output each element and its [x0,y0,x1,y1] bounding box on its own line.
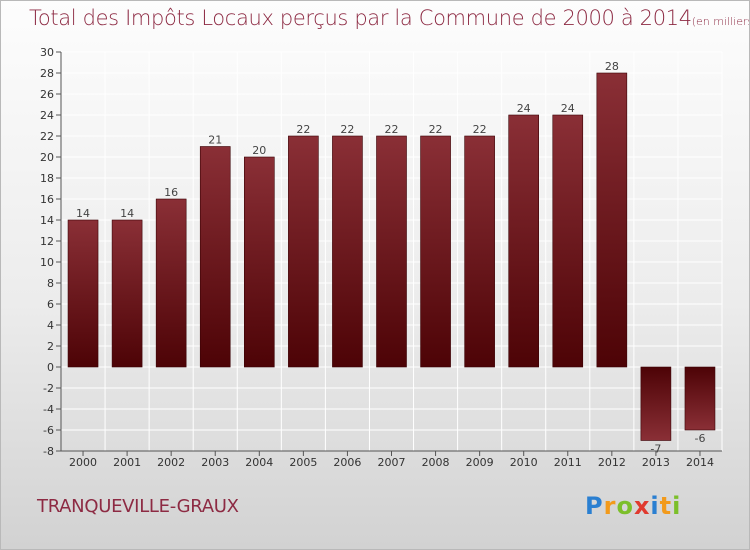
bars [67,72,716,441]
x-tick-label: 2012 [598,456,626,469]
logo-letter: t [659,492,673,520]
logo-letter: o [616,492,634,520]
y-tick-label: -6 [43,424,54,437]
bar [464,135,495,368]
bar-value-label: 22 [429,123,443,136]
bar-value-label: 22 [340,123,354,136]
bar-value-label: 22 [385,123,399,136]
bar-value-label: 20 [252,144,266,157]
x-tick-label: 2007 [378,456,406,469]
bar [420,135,451,368]
bar [552,114,584,368]
bar [199,146,231,368]
bar-value-label: 22 [473,123,487,136]
y-tick-label: -8 [43,445,54,458]
x-tick-label: 2004 [245,456,273,469]
y-tick-label: 8 [47,277,54,290]
bar [640,366,672,441]
x-tick-label: 2001 [113,456,141,469]
bar-labels: 14 14 16 21 20 22 22 22 22 22 24 24 28 -7 -6 [76,60,705,456]
bar-value-label: 21 [208,134,222,147]
chart-title: Total des Impôts Locaux perçus par la Co… [29,6,750,30]
x-tick-label: 2009 [466,456,494,469]
y-tick-label: -2 [43,382,54,395]
title-text: Total des Impôts Locaux perçus par la Co… [29,6,692,30]
x-tick-label: 2010 [510,456,538,469]
x-tick-label: 2006 [333,456,361,469]
logo-letter: x [633,492,651,520]
y-tick-label: 30 [40,46,54,59]
bar-value-label: 14 [120,207,134,220]
x-tick-label: 2002 [157,456,185,469]
x-tick-label: 2013 [642,456,670,469]
bar [596,72,628,368]
y-tick-label: 2 [47,340,54,353]
x-tick-label: 2011 [554,456,582,469]
y-tick-label: 6 [47,298,54,311]
bar-value-label: 28 [605,60,619,73]
x-tick-label: 2003 [201,456,229,469]
bar [684,366,716,431]
bar [155,198,187,368]
y-tick-label: 20 [40,151,54,164]
x-tick-label: 2000 [69,456,97,469]
y-tick-label: -4 [43,403,54,416]
y-tick-label: 14 [40,214,54,227]
bar-value-label: -7 [650,443,661,456]
y-tick-label: 28 [40,67,54,80]
y-tick-label: 0 [47,361,54,374]
y-tick-label: 24 [40,109,54,122]
bar [376,135,407,368]
bar [288,135,319,368]
bar [244,156,275,368]
logo-letter: i [672,492,682,520]
bar-value-label: -6 [694,432,705,445]
logo-letter: i [650,492,660,520]
logo-letter: P [585,492,604,520]
bar [111,219,143,368]
y-tick-label: 26 [40,88,54,101]
proxiti-logo[interactable]: Proxiti [585,492,681,520]
bar [508,114,540,368]
bar [67,219,99,368]
bar [332,135,363,368]
x-tick-label: 2008 [422,456,450,469]
commune-name: TRANQUEVILLE-GRAUX [37,496,239,517]
bar-value-label: 22 [296,123,310,136]
y-tick-label: 18 [40,172,54,185]
y-tick-label: 4 [47,319,54,332]
bar-value-label: 16 [164,186,178,199]
x-tick-label: 2005 [289,456,317,469]
bar-value-label: 24 [561,102,575,115]
y-tick-label: 22 [40,130,54,143]
x-tick-label: 2014 [686,456,714,469]
title-unit: (en milliers d'€) [691,15,750,28]
y-tick-label: 12 [40,235,54,248]
y-tick-label: 10 [40,256,54,269]
y-tick-label: 16 [40,193,54,206]
bar-value-label: 14 [76,207,90,220]
logo-letter: r [603,492,617,520]
bar-value-label: 24 [517,102,531,115]
